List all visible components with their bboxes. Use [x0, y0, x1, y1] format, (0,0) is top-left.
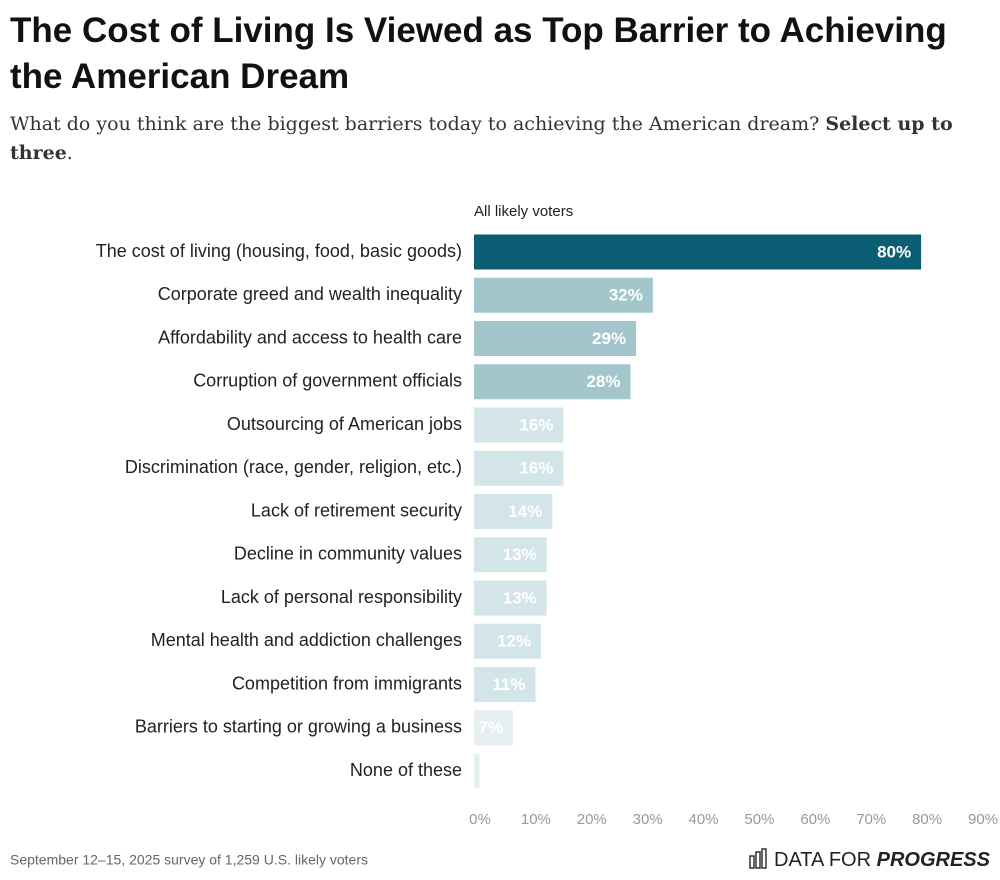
logo-emphasis: PROGRESS: [877, 849, 991, 871]
bar: [474, 623, 542, 659]
x-tick-label: 0%: [469, 811, 491, 828]
bar: [474, 580, 547, 616]
logo: DATA FOR PROGRESS: [774, 849, 991, 871]
value-label: 29%: [592, 329, 626, 348]
y-tick-label: Decline in community values: [234, 544, 462, 564]
bar: [474, 407, 564, 443]
source-note: September 12–15, 2025 survey of 1,259 U.…: [10, 852, 368, 868]
x-tick-label: 40%: [689, 811, 719, 828]
chart-subtitle: What do you think are the biggest barrie…: [10, 110, 970, 168]
bar: [474, 450, 564, 486]
value-label: 32%: [609, 286, 643, 305]
y-tick-label: Competition from immigrants: [232, 673, 462, 693]
y-tick-label: The cost of living (housing, food, basic…: [96, 241, 462, 261]
y-tick-label: Lack of retirement security: [251, 500, 462, 520]
chart-title: The Cost of Living Is Viewed as Top Barr…: [10, 11, 947, 96]
value-label: 80%: [877, 242, 911, 261]
logo-icon: [749, 848, 767, 869]
bar: [474, 364, 631, 400]
x-tick-label: 30%: [633, 811, 663, 828]
subtitle-emphasis: Select up to three: [10, 113, 953, 164]
bar: [474, 494, 553, 529]
x-tick-label: 60%: [800, 811, 830, 828]
y-tick-label: Discrimination (race, gender, religion, …: [125, 457, 462, 477]
value-label: 11%: [492, 675, 525, 694]
y-tick-label: Outsourcing of American jobs: [227, 414, 462, 434]
value-label: 14%: [508, 502, 542, 521]
y-tick-label: None of these: [350, 760, 462, 780]
value-label: 28%: [586, 372, 620, 391]
x-tick-label: 50%: [744, 811, 774, 828]
value-label: 13%: [503, 545, 537, 564]
y-tick-label: Corporate greed and wealth inequality: [158, 284, 462, 304]
bar: [474, 537, 547, 573]
y-tick-label: Lack of personal responsibility: [221, 587, 462, 607]
y-tick-label: Mental health and addiction challenges: [151, 630, 462, 650]
bar: [474, 277, 653, 313]
bar: [474, 710, 514, 746]
y-tick-label: Corruption of government officials: [193, 371, 462, 391]
series-label: All likely voters: [474, 203, 573, 220]
bar: [474, 753, 480, 789]
x-tick-label: 80%: [912, 811, 942, 828]
x-tick-label: 90%: [968, 811, 998, 828]
bar: [474, 667, 536, 702]
y-tick-label: Affordability and access to health care: [158, 327, 462, 347]
x-tick-label: 10%: [521, 811, 551, 828]
x-tick-label: 70%: [856, 811, 886, 828]
x-tick-label: 20%: [577, 811, 607, 828]
bar: [474, 321, 637, 356]
value-label: 16%: [519, 459, 553, 478]
value-label: 13%: [503, 588, 537, 607]
value-label: 12%: [497, 632, 531, 651]
bar: [474, 234, 922, 270]
subtitle-text: What do you think are the biggest barrie…: [10, 113, 820, 135]
subtitle-end: .: [66, 142, 73, 164]
value-label: 7%: [479, 718, 504, 737]
value-label: 16%: [519, 415, 553, 434]
y-tick-label: Barriers to starting or growing a busine…: [135, 717, 462, 737]
logo-prefix: DATA FOR: [774, 849, 871, 871]
